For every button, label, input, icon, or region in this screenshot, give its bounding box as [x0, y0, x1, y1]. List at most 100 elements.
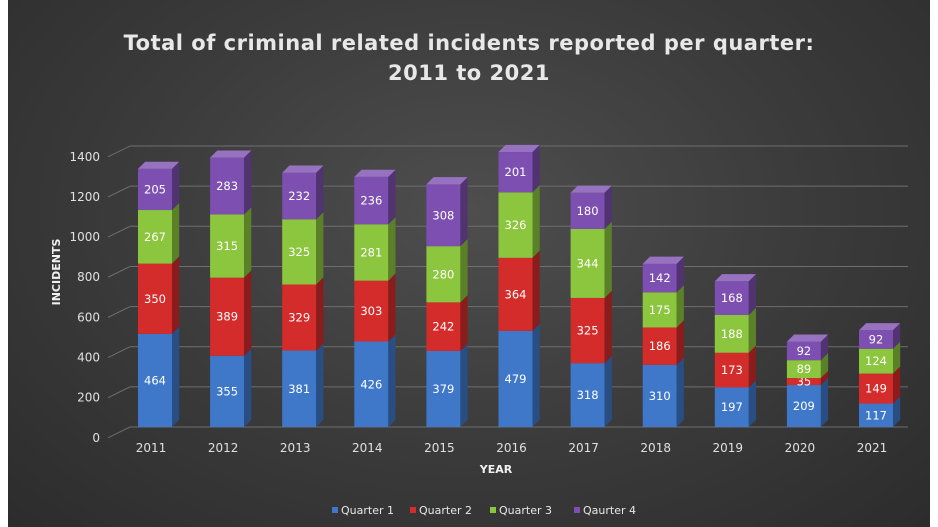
bar-segment [426, 238, 468, 303]
data-label: 124 [865, 354, 887, 368]
bar-segment [786, 377, 829, 427]
chart-title-line-2: 2011 to 2021 [388, 61, 550, 85]
x-tick-label: 2021 [857, 441, 888, 455]
chart-title-line-1: Total of criminal related incidents repo… [123, 31, 815, 55]
y-tick-label: 1200 [69, 190, 100, 204]
y-tick-label: 600 [77, 310, 100, 324]
bar-segment [714, 345, 756, 388]
data-label: 197 [721, 400, 743, 414]
legend-label: Qaurter 4 [583, 504, 636, 517]
data-label: 149 [865, 382, 887, 396]
data-label: 89 [797, 362, 812, 376]
y-axis-title: INCIDENTS [50, 239, 63, 306]
x-tick-label: 2016 [496, 441, 527, 455]
bar-segment [138, 161, 180, 211]
bars: 464 350 267 205 355 389 315 283 381 329 325 232 426 3… [138, 144, 901, 427]
data-label: 379 [432, 382, 454, 396]
y-tick-label: 800 [77, 270, 100, 284]
data-label: 479 [505, 372, 527, 386]
bar-segment [282, 343, 324, 427]
data-label: 188 [721, 327, 743, 341]
data-label: 464 [144, 373, 166, 387]
data-label: 280 [432, 267, 454, 281]
data-label: 318 [577, 388, 599, 402]
gridline-diagonal [107, 145, 131, 158]
bar-segment [642, 320, 684, 365]
x-axis-ticks: 2011 2012 2013 2014 2015 2016 2017 2018 2019 2020… [136, 441, 888, 455]
y-axis-ticks: 0 200 400 600 800 1000 1200 1400 [69, 150, 100, 445]
data-label: 325 [288, 245, 310, 259]
x-tick-label: 2015 [424, 441, 455, 455]
bar-segment [138, 326, 180, 427]
data-label: 236 [360, 194, 382, 208]
bar-segment [354, 169, 396, 225]
data-label: 355 [216, 384, 238, 398]
bar-segment [282, 165, 324, 220]
chart-title: Total of criminal related incidents repo… [0, 28, 938, 88]
gridline-diagonal [107, 306, 131, 318]
y-tick-label: 200 [77, 391, 100, 405]
bar-segment [859, 396, 901, 427]
bar-segment [786, 334, 829, 361]
x-tick-label: 2014 [352, 441, 383, 455]
legend: Quarter 1 Quarter 2 Quarter 3 Qaurter 4 [332, 504, 636, 517]
x-tick-label: 2012 [208, 441, 239, 455]
bar-segment [570, 185, 612, 229]
data-label: 281 [360, 245, 382, 259]
bar-segment [570, 221, 612, 298]
data-label: 209 [793, 399, 815, 413]
data-label: 186 [649, 339, 671, 353]
bar-segment [498, 185, 540, 258]
bar-segment [354, 273, 396, 342]
x-tick-label: 2013 [280, 441, 311, 455]
data-label: 180 [577, 204, 599, 218]
bar-segment [642, 357, 684, 427]
bar-segment [498, 250, 540, 331]
bar-segment [642, 285, 684, 328]
x-tick-label: 2019 [713, 441, 744, 455]
bar-segment [859, 366, 901, 404]
data-label: 329 [288, 311, 310, 325]
x-tick-label: 2020 [785, 441, 816, 455]
data-label: 175 [649, 303, 671, 317]
bar-segment [282, 277, 324, 351]
data-label: 117 [865, 408, 887, 422]
bar-segment [138, 202, 180, 264]
y-tick-label: 400 [77, 351, 100, 365]
bar-segment [498, 323, 540, 427]
x-tick-label: 2017 [568, 441, 599, 455]
bar-segment [642, 256, 684, 293]
data-label: 242 [432, 320, 454, 334]
bar-segment [426, 295, 468, 351]
data-label: 92 [869, 332, 884, 346]
legend-label: Quarter 3 [499, 504, 552, 517]
bar-segment [498, 144, 540, 193]
bar-segment [210, 348, 252, 427]
bar-segment [354, 217, 396, 281]
data-label: 201 [505, 165, 527, 179]
data-label: 325 [577, 324, 599, 338]
legend-swatch [490, 507, 496, 513]
data-label: 308 [432, 208, 454, 222]
legend-label: Quarter 2 [419, 504, 472, 517]
data-label: 344 [577, 256, 599, 270]
data-label: 283 [216, 179, 238, 193]
data-label: 205 [144, 182, 166, 196]
data-label: 389 [216, 310, 238, 324]
data-label: 381 [288, 382, 310, 396]
data-label: 173 [721, 363, 743, 377]
gridline-diagonal [107, 185, 131, 198]
bar-segment [714, 380, 756, 427]
data-label: 426 [360, 377, 382, 391]
x-tick-label: 2011 [136, 441, 167, 455]
y-tick-label: 0 [92, 431, 100, 445]
gridline-diagonal [107, 346, 131, 358]
bar-segment [210, 270, 252, 356]
data-label: 142 [649, 271, 671, 285]
data-label: 315 [216, 239, 238, 253]
data-label: 267 [144, 230, 166, 244]
x-axis-title: YEAR [479, 463, 513, 476]
legend-label: Quarter 1 [341, 504, 394, 517]
gridline-diagonal [107, 426, 131, 439]
